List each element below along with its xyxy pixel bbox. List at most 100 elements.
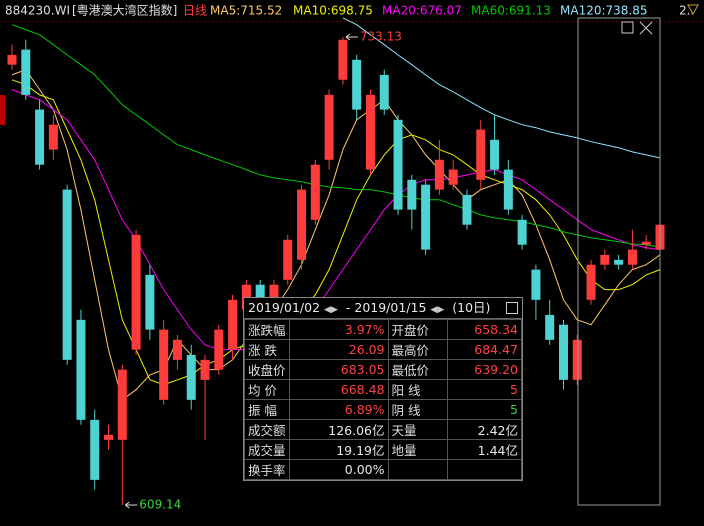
side-marker xyxy=(0,95,5,125)
candle-body xyxy=(228,299,238,350)
value: 126.06亿 xyxy=(288,419,389,440)
value: 668.48 xyxy=(288,379,389,400)
value: 2.42亿 xyxy=(446,419,523,440)
value: 683.05 xyxy=(288,359,389,380)
more: 2.. xyxy=(679,4,694,18)
key: 开盘价 xyxy=(387,319,448,340)
key: 振 幅 xyxy=(244,399,290,420)
range-sep: - xyxy=(345,300,351,315)
candle-body xyxy=(517,219,527,245)
stats-table: 涨跌幅 3.97% 开盘价 658.34 涨 跌 26.09 最高价 684.47 收盘价 6… xyxy=(244,319,523,480)
period[interactable]: 日线 xyxy=(183,4,207,18)
key: 最低价 xyxy=(387,359,448,380)
ma-line xyxy=(11,89,661,351)
toolbar-icons[interactable] xyxy=(687,4,699,16)
candle-body xyxy=(365,94,375,170)
candle-body xyxy=(421,184,431,250)
candle-body xyxy=(269,284,279,300)
key: 阴 线 xyxy=(387,399,448,420)
ma-line xyxy=(11,79,661,386)
security-code: 884230.WI xyxy=(5,4,70,18)
legend-entry: MA20:676.07 xyxy=(382,4,462,18)
key: 阳 线 xyxy=(387,379,448,400)
candle-body xyxy=(48,124,58,150)
value: 658.34 xyxy=(446,319,523,340)
date-arrows[interactable]: ◀▶ xyxy=(430,305,445,315)
candle-body xyxy=(379,74,389,110)
key: 均 价 xyxy=(244,379,290,400)
key: 换手率 xyxy=(244,459,290,480)
row: 换手率 0.00% xyxy=(244,459,523,480)
annotation-label: 609.14 xyxy=(139,498,181,512)
candle-body xyxy=(255,284,265,300)
candle-body xyxy=(600,254,610,265)
value: 1.44亿 xyxy=(446,439,523,460)
candle-body xyxy=(200,359,210,380)
candle-body xyxy=(297,189,307,260)
panel-close[interactable] xyxy=(506,302,518,314)
value: 19.19亿 xyxy=(288,439,389,460)
candle-body xyxy=(572,339,582,380)
empty-cell xyxy=(387,459,448,480)
candle-body xyxy=(117,369,127,440)
date-arrows[interactable]: ◀▶ xyxy=(324,305,338,315)
row: 成交额 126.06亿 天量 2.42亿 xyxy=(244,419,523,440)
candle-body xyxy=(407,179,417,210)
candle-body xyxy=(159,329,169,400)
value: 639.20 xyxy=(446,359,523,380)
candle-body xyxy=(476,129,486,180)
candle-body xyxy=(131,234,141,350)
panel-header: 2019/01/02 ◀▶ - 2019/01/15 ◀▶ (10日) xyxy=(244,298,522,319)
key: 天量 xyxy=(387,419,448,440)
candle-body xyxy=(352,59,362,110)
candle-body xyxy=(531,269,541,300)
candle-body xyxy=(214,329,224,370)
value: 5 xyxy=(446,399,523,420)
candle-body xyxy=(434,159,444,190)
annotation-arrow xyxy=(124,501,138,509)
candle-body xyxy=(7,54,17,65)
start-date: 2019/01/02 xyxy=(248,300,321,315)
candle-body xyxy=(448,169,458,185)
empty-cell xyxy=(446,459,523,480)
value: 26.09 xyxy=(288,339,389,360)
ma-line xyxy=(11,24,661,248)
candle-body xyxy=(324,94,334,160)
security-name: [粤港澳大湾区指数] xyxy=(72,3,177,18)
value: 5 xyxy=(446,379,523,400)
candle-body xyxy=(172,339,182,360)
legend-entry: MA5:715.52 xyxy=(210,4,282,18)
candle-body xyxy=(503,169,513,210)
key: 成交量 xyxy=(244,439,290,460)
dropdown-icon[interactable] xyxy=(687,4,699,16)
candle-body xyxy=(627,249,637,265)
candle-body xyxy=(338,39,348,80)
maximize-button[interactable] xyxy=(621,21,634,34)
candle-body xyxy=(145,274,155,330)
candle-body xyxy=(104,434,114,440)
legend-entry: MA60:691.13 xyxy=(471,4,551,18)
selection-box[interactable] xyxy=(577,17,661,506)
stats-panel: 2019/01/02 ◀▶ - 2019/01/15 ◀▶ (10日) 涨跌幅 3.9… xyxy=(243,297,523,481)
close-button[interactable] xyxy=(639,21,653,35)
value: 6.89% xyxy=(288,399,389,420)
candle-body xyxy=(462,194,472,225)
candle-body xyxy=(586,264,596,300)
value: 0.00% xyxy=(288,459,389,480)
annotation-label: 733.13 xyxy=(360,30,402,44)
candle-body xyxy=(90,419,100,480)
candle-body xyxy=(21,49,31,95)
row: 成交量 19.19亿 地量 1.44亿 xyxy=(244,439,523,460)
candle-body xyxy=(62,189,72,360)
candle-body xyxy=(558,324,568,380)
value: 3.97% xyxy=(288,319,389,340)
candle-body xyxy=(310,164,320,220)
candle-body xyxy=(641,241,651,245)
row: 涨 跌 26.09 最高价 684.47 xyxy=(244,339,523,360)
candle-body xyxy=(35,109,45,165)
candle-body xyxy=(490,139,500,170)
